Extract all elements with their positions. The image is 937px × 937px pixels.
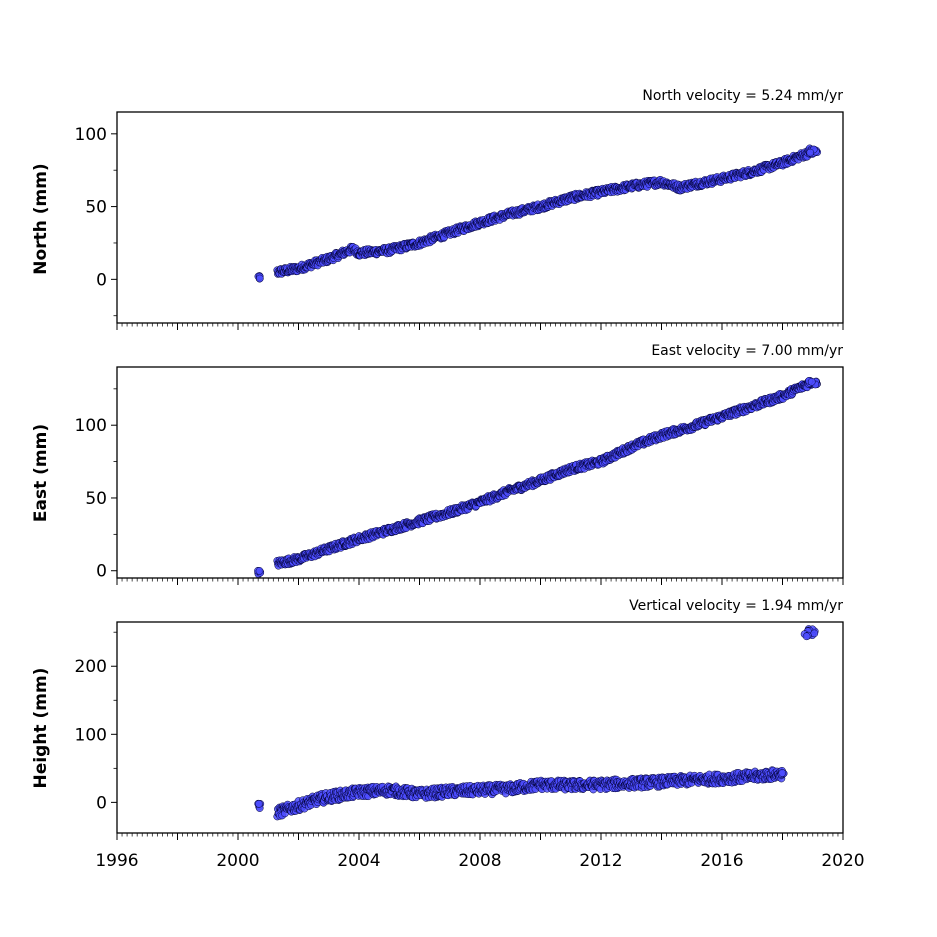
east-ytick-label: 100 <box>75 416 107 436</box>
height-point <box>802 632 811 641</box>
north-ytick-label: 50 <box>85 198 107 218</box>
height-points <box>254 625 819 821</box>
height-ylabel: Height (mm) <box>31 668 51 789</box>
east-ylabel: East (mm) <box>31 424 51 522</box>
north-ylabel: North (mm) <box>31 163 51 274</box>
east-title: East velocity = 7.00 mm/yr <box>651 343 843 359</box>
height-axes: 0 100 200 1996 2000 2004 2008 2012 2016 2020 <box>75 631 865 871</box>
height-point <box>778 769 787 777</box>
east-points <box>254 376 821 578</box>
height-plot-frame <box>116 621 844 834</box>
north-panel: North velocity = 5.24 mm/yr North (mm) 0… <box>31 88 844 330</box>
north-point <box>806 148 815 157</box>
height-point <box>810 629 819 638</box>
north-plot-frame <box>116 111 844 324</box>
height-title: Vertical velocity = 1.94 mm/yr <box>629 598 843 614</box>
height-xtick-label: 2012 <box>579 851 622 871</box>
height-xtick-label: 1996 <box>95 851 138 871</box>
height-xtick-label: 2004 <box>337 851 380 871</box>
height-xtick-label: 2000 <box>216 851 259 871</box>
north-ytick-label: 0 <box>96 270 107 290</box>
east-ytick-label: 50 <box>85 489 107 509</box>
height-ytick-label: 200 <box>75 657 107 677</box>
north-ytick-label: 100 <box>75 125 107 145</box>
east-axes: 0 50 100 <box>75 388 844 585</box>
north-point <box>255 274 264 283</box>
east-ytick-label: 0 <box>96 562 107 582</box>
height-point <box>255 800 263 808</box>
east-panel: East velocity = 7.00 mm/yr East (mm) 0 50… <box>31 343 844 585</box>
height-xtick-label: 2008 <box>458 851 501 871</box>
north-points <box>254 144 822 283</box>
height-xtick-label: 2016 <box>700 851 743 871</box>
height-xtick-label: 2020 <box>821 851 864 871</box>
north-title: North velocity = 5.24 mm/yr <box>642 88 843 104</box>
height-ytick-label: 100 <box>75 725 107 745</box>
east-point <box>255 567 264 575</box>
height-ytick-label: 0 <box>96 793 107 813</box>
east-point <box>807 377 816 386</box>
east-plot-frame <box>116 366 844 579</box>
height-panel: Vertical velocity = 1.94 mm/yr Height (m… <box>31 598 865 871</box>
